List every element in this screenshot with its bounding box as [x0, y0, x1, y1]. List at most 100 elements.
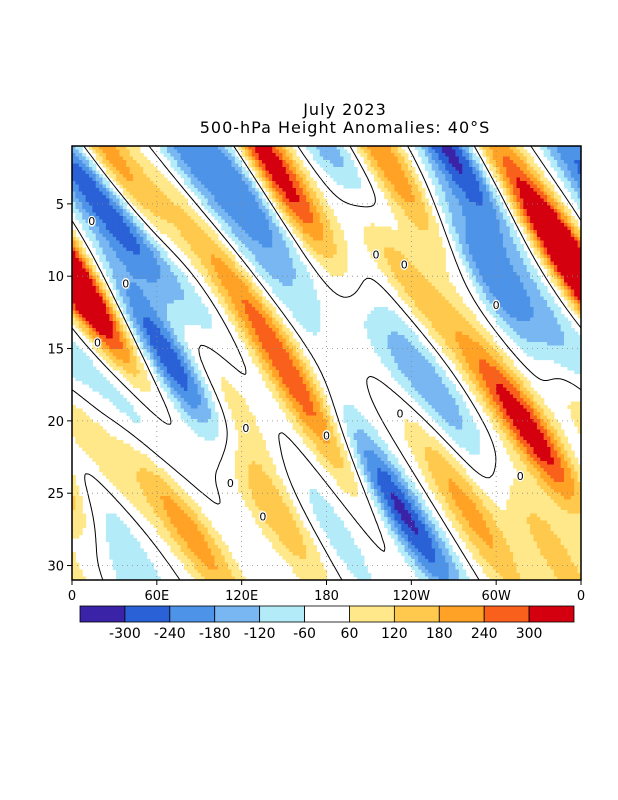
field-cell: [245, 149, 250, 154]
field-cell: [438, 160, 443, 165]
field-cell: [421, 212, 426, 217]
field-cell: [119, 230, 124, 235]
field-cell: [228, 282, 233, 287]
field-cell: [197, 223, 202, 228]
field-cell: [207, 265, 212, 270]
field-cell: [299, 265, 304, 270]
field-cell: [241, 219, 246, 224]
field-cell: [200, 244, 205, 249]
field-cell: [194, 174, 199, 179]
field-cell: [404, 226, 409, 231]
field-cell: [526, 219, 531, 224]
field-cell: [136, 146, 141, 151]
field-cell: [543, 209, 548, 214]
field-cell: [380, 265, 385, 270]
field-cell: [523, 188, 528, 193]
field-cell: [292, 247, 297, 252]
field-cell: [523, 219, 528, 224]
field-cell: [401, 212, 406, 217]
field-cell: [72, 170, 76, 175]
field-cell: [482, 261, 487, 266]
field-cell: [492, 244, 497, 249]
field-cell: [224, 167, 229, 172]
field-cell: [424, 233, 429, 238]
field-cell: [380, 188, 385, 193]
field-cell: [577, 146, 581, 151]
field-cell: [346, 163, 351, 168]
field-cell: [462, 258, 467, 263]
field-cell: [513, 156, 518, 161]
field-cell: [197, 230, 202, 235]
field-cell: [404, 240, 409, 245]
field-cell: [543, 195, 548, 200]
field-cell: [167, 198, 171, 203]
field-cell: [482, 205, 487, 210]
field-cell: [302, 170, 307, 175]
field-cell: [502, 247, 507, 252]
field-cell: [224, 205, 229, 210]
field-cell: [143, 237, 148, 242]
field-cell: [377, 240, 382, 245]
field-cell: [116, 146, 121, 151]
field-cell: [438, 163, 443, 168]
field-cell: [143, 167, 148, 172]
field-cell: [146, 233, 151, 238]
field-cell: [275, 233, 280, 238]
field-cell: [492, 198, 497, 203]
field-cell: [502, 170, 507, 175]
field-cell: [492, 195, 497, 200]
field-cell: [523, 153, 528, 158]
field-cell: [183, 153, 188, 158]
field-cell: [333, 156, 338, 161]
field-cell: [241, 209, 246, 214]
field-cell: [275, 244, 280, 249]
field-cell: [112, 160, 117, 165]
field-cell: [475, 223, 480, 228]
field-cell: [377, 244, 382, 249]
field-cell: [153, 209, 158, 214]
field-cell: [190, 289, 195, 294]
field-cell: [302, 205, 307, 210]
field-cell: [211, 230, 216, 235]
field-cell: [513, 240, 518, 245]
field-cell: [234, 230, 239, 235]
field-cell: [306, 181, 311, 186]
field-cell: [513, 177, 518, 182]
field-cell: [469, 177, 474, 182]
field-cell: [418, 240, 423, 245]
field-cell: [102, 156, 107, 161]
field-cell: [224, 209, 229, 214]
field-cell: [255, 286, 260, 291]
field-cell: [502, 289, 507, 294]
field-cell: [319, 153, 324, 158]
field-cell: [217, 258, 222, 263]
field-cell: [499, 184, 504, 189]
field-cell: [163, 184, 168, 189]
field-cell: [109, 223, 114, 228]
field-cell: [533, 289, 538, 294]
field-cell: [292, 181, 297, 186]
field-cell: [374, 237, 378, 242]
field-cell: [502, 282, 507, 287]
field-cell: [153, 188, 158, 193]
field-cell: [72, 163, 76, 168]
field-cell: [278, 265, 283, 270]
field-cell: [258, 149, 263, 154]
field-cell: [502, 167, 507, 172]
field-cell: [139, 191, 144, 196]
field-cell: [231, 191, 236, 196]
field-cell: [238, 272, 243, 277]
field-cell: [506, 191, 511, 196]
field-cell: [312, 198, 317, 203]
field-cell: [153, 216, 158, 221]
field-cell: [502, 268, 507, 273]
field-cell: [404, 237, 409, 242]
field-cell: [394, 170, 399, 175]
field-cell: [326, 156, 331, 161]
field-cell: [180, 209, 185, 214]
field-cell: [363, 226, 368, 231]
field-cell: [421, 146, 426, 151]
field-cell: [462, 184, 467, 189]
field-cell: [122, 202, 127, 207]
field-cell: [360, 149, 365, 154]
